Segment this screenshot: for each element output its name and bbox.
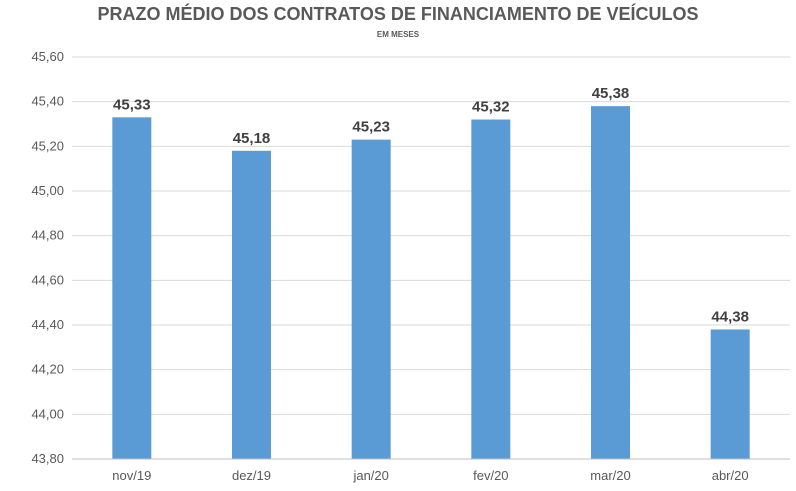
data-labels: 45,33 45,18 45,23 45,32 45,38 44,38 [113,85,749,325]
bar-value-label: 45,18 [233,130,271,147]
bar [591,106,630,459]
bar [351,139,391,459]
y-tick-label: 45,40 [31,94,64,109]
gridlines [72,56,790,415]
bar-value-label: 44,38 [711,308,749,325]
bar [112,117,152,460]
bar-value-label: 45,33 [113,96,151,113]
bar-value-label: 45,32 [472,99,510,116]
y-tick-label: 44,60 [31,272,64,287]
y-tick-label: 44,40 [31,317,64,332]
chart-title: PRAZO MÉDIO DOS CONTRATOS DE FINANCIAMEN… [97,3,698,24]
y-tick-label: 45,60 [31,49,64,64]
y-tick-label: 44,20 [31,362,64,377]
x-axis-tick-labels: nov/19 dez/19 jan/20 fev/20 mar/20 abr/20 [112,468,748,483]
bar-value-label: 45,38 [592,85,630,102]
bars [112,106,750,460]
y-axis-tick-labels: 43,80 44,00 44,20 44,40 44,60 44,80 45,00 45,20… [31,49,64,466]
x-tick-label: nov/19 [112,468,151,483]
chart-subtitle: EM MESES [377,30,420,39]
bar [471,119,511,460]
x-tick-label: fev/20 [473,468,508,483]
x-tick-label: mar/20 [590,468,630,483]
x-tick-label: abr/20 [712,468,749,483]
x-tick-label: dez/19 [232,468,271,483]
y-tick-label: 45,20 [31,138,64,153]
bar [710,329,750,459]
bar-value-label: 45,23 [352,119,390,136]
bar [232,150,271,460]
y-tick-label: 45,00 [31,183,64,198]
y-tick-label: 44,80 [31,228,64,243]
y-tick-label: 44,00 [31,406,64,421]
y-tick-label: 43,80 [31,451,64,466]
x-tick-label: jan/20 [352,468,388,483]
